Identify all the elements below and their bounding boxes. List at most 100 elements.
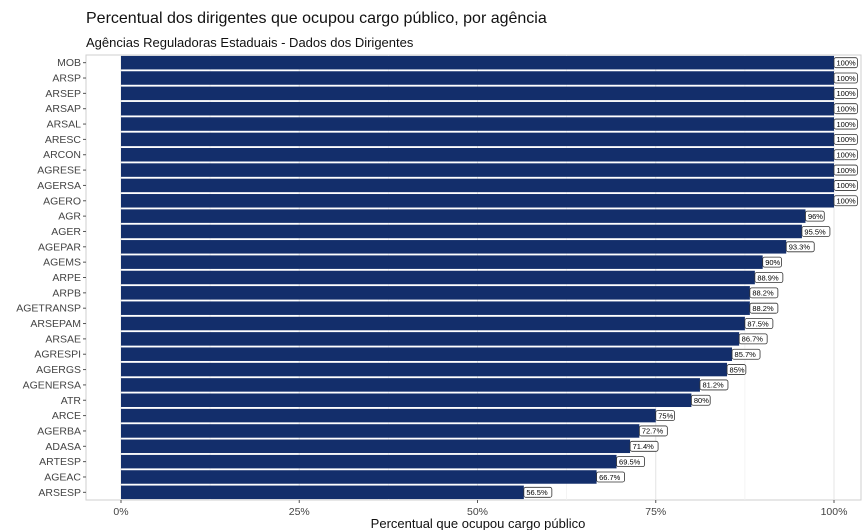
y-tick-label-agrespi: AGRESPI [34, 349, 81, 361]
y-tick-label-arpb: ARPB [52, 287, 81, 299]
data-label-box [655, 410, 675, 422]
data-label-box [731, 348, 761, 360]
bar-arsesp [121, 485, 524, 500]
x-tick-label: 0% [113, 506, 128, 518]
bar-arsepam [121, 316, 745, 331]
data-label-agetransp: 88.2% [752, 304, 774, 313]
data-label-artesp: 69.5% [619, 457, 641, 466]
bar-ager [121, 224, 802, 239]
data-label-agrese: 100% [837, 166, 857, 175]
data-label-box [833, 149, 858, 161]
bar-mob [121, 55, 834, 70]
y-tick-label-ager: AGER [51, 226, 81, 238]
y-tick-label-arsesp: ARSESP [38, 487, 81, 499]
y-tick-label-agepar: AGEPAR [38, 241, 81, 253]
data-label-box [833, 118, 858, 130]
data-label-box [749, 287, 779, 299]
y-tick-label-arsal: ARSAL [47, 119, 82, 131]
data-label-arpb: 88.2% [752, 289, 774, 298]
bar-agerba [121, 424, 640, 438]
data-label-agersa: 100% [837, 181, 857, 190]
chart-subtitle: Agências Reguladoras Estaduais - Dados d… [86, 35, 414, 50]
data-label-box [785, 241, 815, 253]
y-tick-label-agenersa: AGENERSA [23, 379, 81, 391]
data-label-box [629, 440, 659, 452]
bar-arsep [121, 86, 834, 101]
data-label-box [833, 103, 858, 115]
bar-agrese [121, 163, 834, 177]
y-tick-label-agerba: AGERBA [37, 425, 81, 437]
x-tick-label: 25% [289, 506, 310, 518]
y-tick-label-adasa: ADASA [45, 441, 81, 453]
bar-agetransp [121, 301, 750, 315]
data-label-box [638, 425, 668, 437]
data-label-agero: 100% [837, 197, 857, 206]
data-label-aresc: 100% [837, 135, 857, 144]
bar-ageac [121, 470, 597, 484]
data-label-box [749, 302, 779, 314]
data-label-arsp: 100% [837, 74, 857, 83]
y-tick-label-agersa: AGERSA [37, 180, 81, 192]
data-label-arsal: 100% [837, 120, 857, 129]
bars [121, 55, 834, 500]
bar-arcon [121, 147, 834, 162]
data-label-box [744, 318, 774, 329]
bar-agr [121, 209, 806, 223]
y-tick-label-arsp: ARSP [52, 73, 81, 85]
data-label-agenersa: 81.2% [702, 381, 724, 390]
y-tick-label-arce: ARCE [52, 410, 81, 422]
data-label-arsesp: 56.5% [526, 488, 548, 497]
data-label-box [833, 180, 858, 191]
bar-aresc [121, 132, 834, 147]
data-label-box [691, 394, 711, 406]
data-label-box [523, 486, 553, 498]
x-tick-label: 50% [467, 506, 488, 518]
bar-arpe [121, 270, 755, 285]
bar-agepar [121, 240, 787, 254]
data-label-ager: 95.5% [804, 227, 826, 236]
data-label-box [762, 256, 782, 268]
y-tick-label-arcon: ARCON [43, 149, 81, 161]
data-label-box [833, 195, 858, 207]
data-label-agems: 90% [765, 258, 780, 267]
bar-arsp [121, 71, 834, 85]
y-tick-labels: MOB ARSP ARSEP ARSAP ARSAL ARESC ARCON AGRESE AG… [16, 57, 86, 499]
data-label-box [833, 87, 858, 99]
data-label-adasa: 71.4% [633, 442, 655, 451]
data-label-agr: 96% [808, 212, 823, 221]
data-label-arsap: 100% [837, 105, 857, 114]
data-label-ageac: 66.7% [599, 473, 621, 482]
data-label-box [833, 133, 858, 145]
y-tick-label-ageac: AGEAC [44, 471, 81, 483]
bar-adasa [121, 439, 631, 454]
bar-arsap [121, 101, 834, 116]
y-tick-label-agergs: AGERGS [36, 364, 81, 376]
data-label-box [738, 333, 768, 345]
data-label-mob: 100% [837, 58, 857, 67]
x-axis-title: Percentual que ocupou cargo público [371, 516, 586, 530]
data-label-arpe: 88.9% [757, 273, 779, 282]
x-tick-labels: 0% 25% 50% 75% 100% [113, 500, 847, 518]
y-tick-label-artesp: ARTESP [39, 456, 81, 468]
y-tick-label-agems: AGEMS [43, 257, 81, 269]
x-tick-label: 100% [821, 506, 848, 518]
y-tick-label-agetransp: AGETRANSP [16, 303, 81, 315]
data-label-atr: 80% [694, 396, 709, 405]
data-label-agrespi: 85.7% [735, 350, 757, 359]
y-tick-label-mob: MOB [57, 57, 81, 69]
data-label-box [616, 456, 645, 468]
data-label-agergs: 85% [730, 365, 745, 374]
data-label-agepar: 93.3% [789, 243, 811, 252]
data-label-arsae: 86.7% [742, 335, 764, 344]
data-label-box [833, 164, 858, 176]
data-label-box [801, 226, 831, 237]
data-label-box [754, 272, 784, 283]
data-label-box [596, 471, 625, 483]
bar-agero [121, 194, 834, 208]
data-label-box [726, 364, 747, 375]
bar-arsae [121, 332, 740, 346]
bar-atr [121, 393, 692, 408]
data-label-box [833, 72, 858, 84]
bar-arpb [121, 286, 750, 300]
